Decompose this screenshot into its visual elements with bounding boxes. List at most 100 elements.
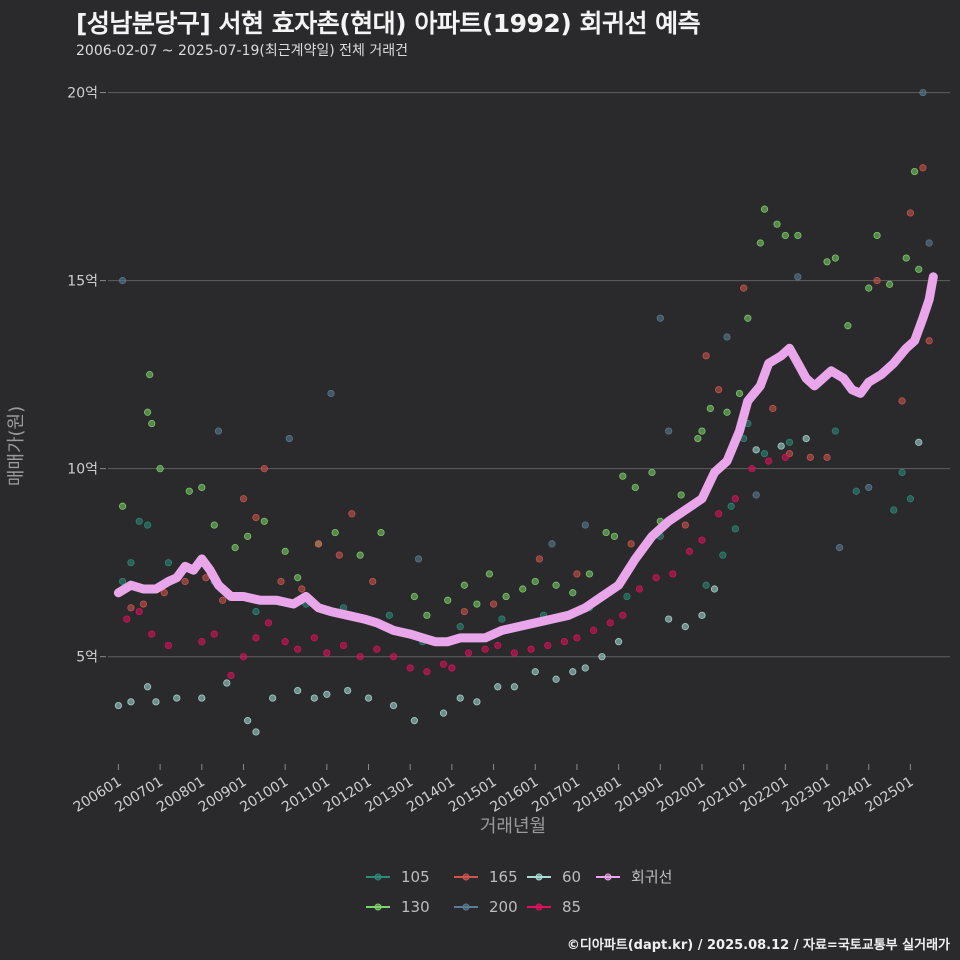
point-85 bbox=[198, 638, 206, 646]
point-60 bbox=[410, 717, 418, 725]
point-130 bbox=[519, 585, 527, 593]
point-165 bbox=[160, 589, 168, 597]
point-130 bbox=[744, 314, 752, 322]
point-85 bbox=[148, 630, 156, 638]
point-85 bbox=[310, 634, 318, 642]
point-85 bbox=[135, 607, 143, 616]
point-85 bbox=[560, 638, 569, 646]
point-130 bbox=[756, 239, 764, 247]
point-60 bbox=[710, 585, 719, 593]
point-130 bbox=[677, 491, 685, 499]
legend-label: 130 bbox=[401, 898, 430, 916]
point-130 bbox=[146, 371, 154, 379]
point-105 bbox=[252, 607, 260, 616]
point-60 bbox=[752, 446, 760, 454]
point-60 bbox=[364, 694, 373, 702]
legend-item-105: 105 bbox=[366, 868, 430, 886]
point-85 bbox=[669, 570, 677, 578]
point-130 bbox=[473, 600, 481, 608]
point-130 bbox=[331, 528, 339, 537]
point-200 bbox=[581, 521, 589, 529]
point-200 bbox=[723, 333, 731, 341]
point-130 bbox=[410, 592, 418, 601]
point-165 bbox=[715, 386, 723, 394]
point-200 bbox=[835, 544, 844, 552]
legend-item-130: 130 bbox=[366, 898, 430, 916]
point-85 bbox=[252, 634, 260, 642]
regression-line bbox=[113, 272, 938, 647]
point-85 bbox=[423, 668, 431, 676]
point-200 bbox=[285, 434, 293, 443]
point-85 bbox=[619, 611, 627, 619]
point-130 bbox=[423, 611, 431, 619]
legend-label: 200 bbox=[489, 898, 518, 916]
point-105 bbox=[385, 611, 393, 619]
point-105 bbox=[127, 559, 135, 567]
legend-item-85: 85 bbox=[527, 898, 581, 916]
point-165 bbox=[298, 585, 306, 593]
point-60 bbox=[915, 438, 923, 446]
point-85 bbox=[323, 649, 331, 657]
point-60 bbox=[114, 701, 123, 710]
point-105 bbox=[890, 506, 898, 514]
point-130 bbox=[281, 547, 289, 555]
point-60 bbox=[552, 675, 560, 683]
point-130 bbox=[210, 521, 218, 529]
y-axis-ticks: 5억 10억 15억 20억 bbox=[67, 86, 106, 666]
point-60 bbox=[598, 653, 606, 661]
point-130 bbox=[531, 577, 539, 586]
point-60 bbox=[269, 694, 277, 702]
point-60 bbox=[389, 701, 398, 710]
gridlines bbox=[108, 92, 950, 658]
point-165 bbox=[260, 465, 268, 473]
point-130 bbox=[244, 532, 252, 540]
point-60 bbox=[510, 683, 519, 691]
point-165 bbox=[919, 164, 927, 172]
point-165 bbox=[127, 604, 135, 612]
point-200 bbox=[214, 427, 223, 435]
point-60 bbox=[127, 698, 135, 706]
legend-label: 85 bbox=[562, 898, 581, 916]
point-130 bbox=[356, 551, 364, 559]
point-130 bbox=[885, 280, 894, 288]
point-85 bbox=[264, 619, 273, 627]
point-130 bbox=[485, 570, 494, 578]
point-165 bbox=[335, 551, 343, 559]
point-60 bbox=[531, 668, 539, 676]
point-85 bbox=[227, 671, 235, 680]
point-130 bbox=[444, 596, 452, 604]
point-85 bbox=[389, 653, 398, 661]
point-85 bbox=[281, 638, 289, 646]
point-130 bbox=[902, 254, 910, 262]
point-130 bbox=[610, 532, 619, 540]
point-85 bbox=[731, 495, 739, 503]
legend-item-200: 200 bbox=[454, 898, 518, 916]
legend-label: 105 bbox=[401, 868, 430, 886]
point-200 bbox=[865, 483, 873, 492]
point-85 bbox=[527, 645, 535, 653]
point-60 bbox=[152, 698, 160, 706]
legend-label: 회귀선 bbox=[631, 868, 672, 886]
point-130 bbox=[631, 483, 639, 492]
point-85 bbox=[339, 641, 348, 650]
point-165 bbox=[252, 513, 260, 522]
point-130 bbox=[619, 472, 627, 480]
point-165 bbox=[806, 453, 814, 461]
point-130 bbox=[585, 570, 594, 578]
point-105 bbox=[852, 487, 860, 495]
point-60 bbox=[698, 611, 706, 619]
legend-key-dot bbox=[604, 873, 612, 881]
point-165 bbox=[239, 495, 248, 503]
point-130 bbox=[148, 419, 156, 428]
point-200 bbox=[327, 389, 335, 398]
point-165 bbox=[906, 209, 915, 217]
point-85 bbox=[765, 457, 773, 465]
point-105 bbox=[498, 615, 506, 623]
point-165 bbox=[460, 607, 468, 616]
point-85 bbox=[573, 634, 581, 642]
x-axis-ticks: 2006012007012008012009012010012011012012… bbox=[71, 764, 917, 816]
point-130 bbox=[648, 468, 656, 477]
point-60 bbox=[244, 717, 252, 725]
point-85 bbox=[481, 645, 489, 653]
point-60 bbox=[494, 683, 502, 691]
